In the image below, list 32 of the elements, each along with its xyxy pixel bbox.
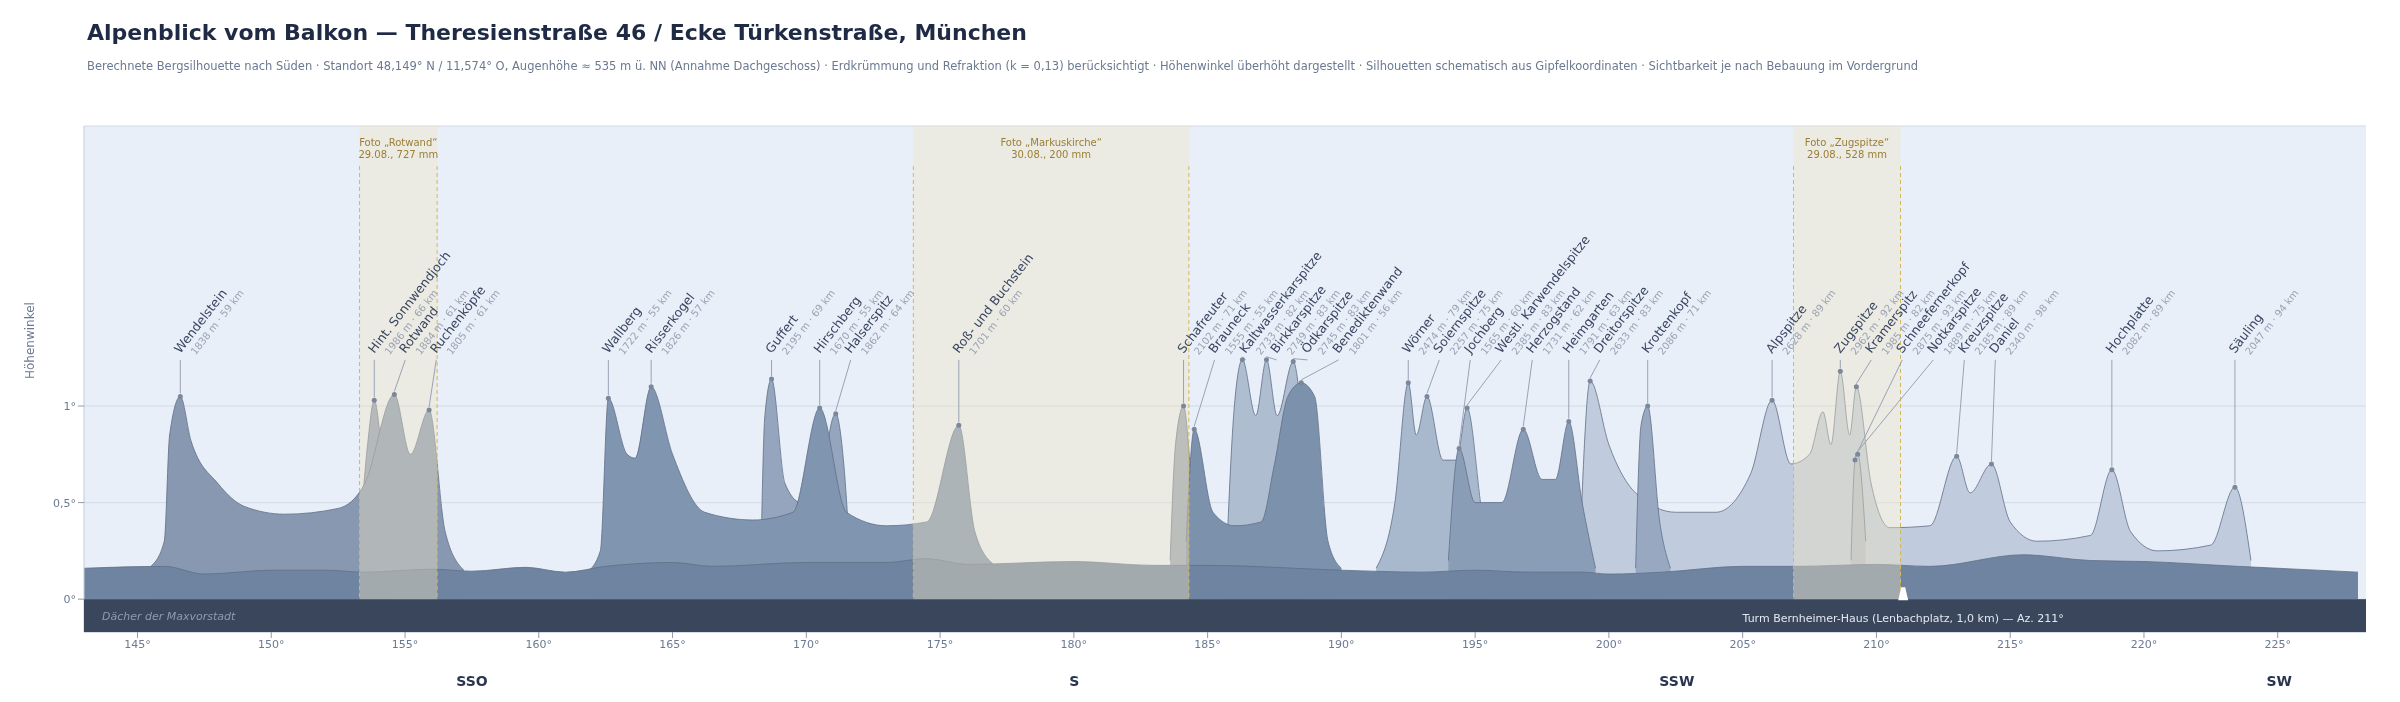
x-tick-label: 200°	[1595, 637, 1623, 651]
x-tick-label: 145°	[124, 637, 151, 651]
x-tick-label: 150°	[258, 637, 285, 651]
x-tick-label: 190°	[1328, 637, 1355, 651]
x-tick-label: 180°	[1060, 637, 1088, 651]
y-tick-label: 0,5°	[53, 496, 76, 510]
text: SW	[2266, 673, 2293, 689]
x-tick-label: 195°	[1461, 637, 1489, 651]
chart-subtitle: Berechnete Bergsilhouette nach Süden · Standort 48,149° N / 11,574° O, Augenhöhe ≈ 535 m ü. NN (Annahme Dachgeschoss) · Erdkrümmung und Refraktion (k = 0,13) berücksichtigt · Höhenwinkel überhöht dargestellt · Silhouetten schematisch aus Gipfelkoordinaten · Sichtbarkeit je nach Bebauung im Vordergrund	[87, 59, 1919, 73]
x-tick-label: 185°	[1194, 637, 1221, 651]
annotation: Turm Bernheimer-Haus (Lenbachplatz, 1,0 km) — Az. 211°	[1741, 611, 2064, 625]
x-tick-label: 160°	[525, 637, 553, 651]
text: S	[1069, 673, 1080, 689]
x-tick-label: 175°	[926, 637, 954, 651]
chart-title: Alpenblick vom Balkon — Theresienstraße 46 / Ecke Türkenstraße, München	[87, 19, 1028, 45]
band-label: Foto „Zugspitze“ 29.08., 528 mm	[1804, 137, 1890, 160]
text: SSW	[1659, 673, 1695, 689]
y-tick-label: 1°	[63, 399, 76, 413]
band-label: Dächer der Maxvorstadt	[102, 609, 237, 623]
y-axis-title: Höhenwinkel	[23, 302, 38, 379]
x-tick-label: 165°	[659, 637, 686, 651]
text: SSO	[456, 673, 488, 689]
x-tick-label: 170°	[793, 637, 820, 651]
x-tick-label: 155°	[391, 637, 419, 651]
x-tick-label: 215°	[1996, 637, 2024, 651]
x-tick-label: 210°	[1863, 637, 1890, 651]
x-tick-label: 225°	[2264, 637, 2291, 651]
band-label: Foto „Markuskirche“ 30.08., 200 mm	[1000, 137, 1102, 160]
band-label: Foto „Rotwand“ 29.08., 727 mm	[358, 137, 439, 160]
y-tick-label: 0°	[63, 593, 76, 607]
x-tick-label: 220°	[2130, 637, 2158, 651]
x-tick-label: 205°	[1729, 637, 1756, 651]
